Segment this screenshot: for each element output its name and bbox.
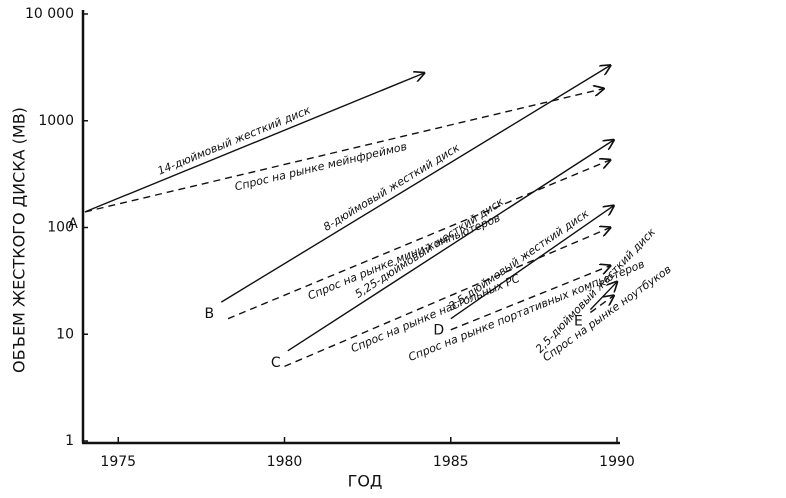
point-label: C [271, 355, 281, 371]
point-label: D [433, 323, 444, 339]
point-label: B [205, 306, 215, 322]
y-axis-label: ОБЪЕМ ЖЕСТКОГО ДИСКА (MB) [10, 107, 29, 373]
series-line [84, 89, 604, 213]
x-tick-label: 1990 [599, 454, 635, 470]
point-label: A [68, 216, 78, 232]
series-line [227, 160, 610, 320]
x-axis-label: ГОД [348, 472, 383, 491]
x-tick-label: 1985 [433, 454, 469, 470]
series-line [287, 140, 614, 352]
y-tick-label: 100 [47, 220, 74, 236]
y-tick-label: 10 [56, 326, 74, 342]
series-line [450, 206, 614, 320]
x-tick-label: 1975 [100, 454, 136, 470]
x-tick-label: 1980 [267, 454, 303, 470]
y-tick-label: 1000 [38, 113, 74, 129]
series-line [450, 266, 611, 331]
point-label: E [574, 314, 583, 330]
series-line [589, 296, 613, 314]
series-line [84, 73, 424, 213]
y-tick-label: 1 [65, 433, 74, 449]
series-line [220, 65, 610, 303]
y-tick-label: 10 000 [25, 6, 74, 22]
